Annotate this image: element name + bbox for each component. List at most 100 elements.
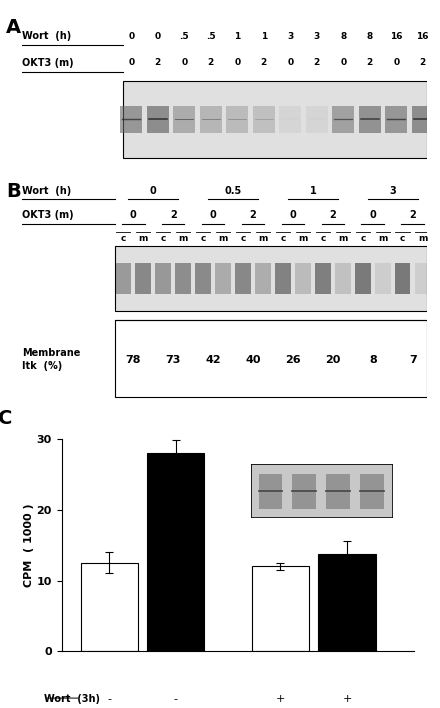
Bar [123, 81, 427, 158]
Text: 2: 2 [208, 58, 214, 67]
Text: 0: 0 [370, 210, 376, 219]
Text: 0: 0 [210, 210, 216, 219]
Text: 0: 0 [130, 210, 136, 219]
Bar [315, 263, 330, 294]
Text: 2: 2 [170, 210, 176, 219]
Bar [176, 263, 191, 294]
Text: 0: 0 [155, 32, 161, 40]
Bar [360, 474, 384, 509]
Text: 1: 1 [260, 32, 267, 40]
Text: 2: 2 [260, 58, 267, 67]
Bar [147, 453, 204, 651]
Text: -: - [107, 694, 111, 704]
Text: m: m [258, 234, 268, 244]
Text: OKT3 (m): OKT3 (m) [22, 210, 73, 219]
Text: c: c [400, 234, 406, 244]
Bar [116, 263, 131, 294]
Bar [215, 263, 231, 294]
Text: m: m [418, 234, 427, 244]
Bar [115, 246, 427, 312]
Bar [415, 263, 430, 294]
Bar [279, 106, 301, 133]
Y-axis label: CPM  ( 1000 ): CPM ( 1000 ) [24, 503, 34, 587]
Text: 0: 0 [128, 58, 134, 67]
Bar [412, 106, 434, 133]
Bar [292, 474, 316, 509]
Text: 16: 16 [390, 32, 403, 40]
Text: 2: 2 [155, 58, 161, 67]
Bar [120, 106, 143, 133]
Text: 0: 0 [340, 58, 346, 67]
Text: 2: 2 [249, 210, 257, 219]
Text: .5: .5 [206, 32, 216, 40]
Text: m: m [338, 234, 348, 244]
Bar [252, 566, 309, 651]
Text: 40: 40 [245, 355, 261, 365]
Text: Wort  (h): Wort (h) [22, 185, 71, 195]
Bar [81, 563, 138, 651]
Text: m: m [378, 234, 388, 244]
Text: B: B [6, 182, 21, 201]
Bar [359, 106, 381, 133]
Text: 42: 42 [205, 355, 221, 365]
Text: Wort  (3h): Wort (3h) [44, 694, 100, 704]
Bar [306, 106, 328, 133]
Bar [115, 320, 427, 397]
Text: c: c [121, 234, 126, 244]
Text: 8: 8 [340, 32, 346, 40]
Bar [200, 106, 222, 133]
Bar [173, 106, 195, 133]
Text: 7: 7 [409, 355, 417, 365]
Text: 3: 3 [314, 32, 320, 40]
Bar [235, 263, 251, 294]
Bar [259, 474, 282, 509]
Bar [136, 263, 151, 294]
Text: 1: 1 [234, 32, 240, 40]
Bar [295, 263, 311, 294]
Text: Membrane
Itk  (%): Membrane Itk (%) [22, 348, 81, 371]
Text: 0: 0 [287, 58, 293, 67]
Text: c: c [200, 234, 206, 244]
Bar [355, 263, 370, 294]
Text: OKT3 (m): OKT3 (m) [22, 58, 73, 68]
Text: 2: 2 [420, 58, 426, 67]
Bar [375, 263, 391, 294]
Text: 2: 2 [409, 210, 416, 219]
Text: c: c [240, 234, 246, 244]
Text: +: + [342, 694, 352, 704]
Text: 1: 1 [310, 185, 316, 195]
Text: 20: 20 [325, 355, 341, 365]
Text: 0: 0 [181, 58, 187, 67]
Text: m: m [139, 234, 148, 244]
Bar [195, 263, 211, 294]
Text: c: c [320, 234, 326, 244]
Text: 0: 0 [150, 185, 157, 195]
Text: 3: 3 [389, 185, 396, 195]
Bar [326, 474, 350, 509]
Text: m: m [179, 234, 188, 244]
Text: 0: 0 [290, 210, 296, 219]
Text: m: m [218, 234, 228, 244]
Text: 0.5: 0.5 [224, 185, 242, 195]
Text: m: m [298, 234, 308, 244]
Text: c: c [280, 234, 286, 244]
Bar [385, 106, 407, 133]
Bar [335, 263, 351, 294]
Bar [147, 106, 169, 133]
Text: A: A [6, 18, 21, 38]
Bar [226, 106, 249, 133]
Text: C: C [0, 409, 13, 428]
Text: 0: 0 [234, 58, 240, 67]
Bar [275, 263, 291, 294]
Text: 78: 78 [125, 355, 141, 365]
Text: 0: 0 [393, 58, 400, 67]
Text: 73: 73 [165, 355, 181, 365]
Bar [395, 263, 411, 294]
Text: 2: 2 [367, 58, 373, 67]
Text: +: + [276, 694, 285, 704]
Text: 8: 8 [369, 355, 377, 365]
Text: -: - [174, 694, 178, 704]
Text: .5: .5 [180, 32, 189, 40]
Bar [332, 106, 354, 133]
Text: 2: 2 [330, 210, 336, 219]
